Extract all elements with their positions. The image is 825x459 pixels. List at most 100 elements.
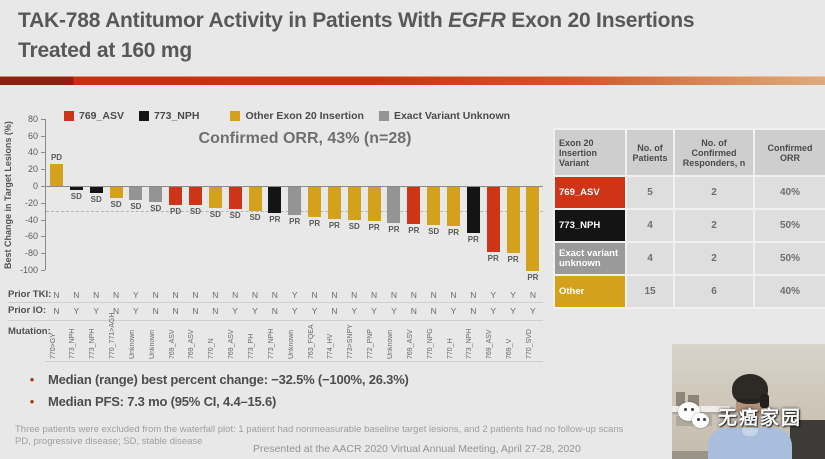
waterfall-bar	[89, 187, 103, 193]
response-label: SD	[428, 226, 440, 236]
variant-cell: 773_NPH	[555, 210, 625, 241]
prior-tki-value: Y	[490, 290, 497, 300]
variant-summary-table: Exon 20 Insertion Variant No. of Patient…	[553, 128, 825, 309]
prior-tki-value: N	[450, 290, 457, 300]
response-label: PR	[289, 216, 301, 226]
webcam-video: 无癌家园	[672, 344, 825, 459]
desk	[672, 451, 714, 459]
y-tick-mark	[41, 135, 45, 137]
prior-io-value: Y	[252, 306, 258, 316]
prior-io-value: N	[212, 306, 219, 316]
legend-label: 769_ASV	[79, 110, 124, 122]
response-label: SD	[130, 201, 142, 211]
prior-tki-value: N	[430, 290, 437, 300]
title-divider-gradient	[0, 76, 825, 85]
mutation-label: 773_NPH	[466, 328, 474, 359]
mutation-label: 769_ASV	[406, 329, 414, 359]
table-header-responders: No. of Confirmed Responders, n	[675, 130, 753, 175]
page-title: TAK-788 Antitumor Activity in Patients W…	[18, 6, 738, 66]
waterfall-bar	[308, 187, 322, 218]
prior-io-value: Y	[93, 306, 100, 316]
bubble-eye	[691, 408, 694, 411]
legend-swatch-other	[230, 111, 241, 121]
prior-io-value: N	[172, 306, 179, 316]
prior-tki-value: N	[232, 290, 239, 300]
response-label: PR	[487, 253, 499, 263]
mutation-row-label: Mutation:	[8, 326, 51, 337]
prior-tki-value: Y	[510, 290, 516, 300]
y-tick-label: -20	[24, 197, 38, 208]
prior-io-value: N	[112, 306, 120, 316]
legend-item-unknown: Exact Variant Unknown	[378, 110, 510, 122]
bullet-dot: •	[29, 372, 35, 387]
mutation-label: 773_NPH	[89, 328, 97, 359]
waterfall-bar	[50, 163, 63, 186]
y-tick-label: -40	[24, 214, 38, 225]
prior-io-value: Y	[490, 306, 497, 316]
prior-tki-value: N	[192, 290, 199, 300]
prior-tki-value: Y	[133, 290, 139, 300]
mutation-label: 769_V	[506, 338, 514, 359]
prior-io-value: N	[271, 306, 278, 316]
y-tick-label: 60	[27, 130, 38, 141]
response-label: PR	[368, 222, 380, 232]
response-label: SD	[110, 199, 122, 209]
y-tick-mark	[41, 118, 45, 120]
response-label: PD	[170, 206, 182, 216]
table-cell: 50%	[755, 210, 825, 241]
table-cell: 50%	[755, 243, 825, 274]
bullet-dot: •	[29, 394, 35, 409]
mutation-label: 769_ASV	[486, 329, 494, 359]
median-change-text: Median (range) best percent change: −32.…	[48, 372, 409, 387]
footnote-line-1: Three patients were excluded from the wa…	[15, 424, 624, 435]
prior-io-value: N	[331, 306, 338, 316]
mutation-label: 773_PH	[248, 333, 255, 359]
waterfall-bar	[327, 187, 341, 219]
picture-frame	[688, 395, 699, 406]
legend-swatch-unknown	[378, 111, 389, 121]
y-tick-mark	[41, 186, 45, 187]
bubble-eye	[697, 418, 700, 421]
response-label: PR	[308, 219, 321, 229]
prior-tki-value: N	[311, 290, 318, 300]
chart-legend: 769_ASV 773_NPH Other Exon 20 Insertion …	[64, 110, 525, 122]
waterfall-bar	[149, 187, 163, 203]
variant-cell: Other	[555, 276, 625, 307]
prior-io-value: N	[430, 306, 437, 316]
mutation-label: 770_SVD	[525, 329, 533, 359]
prior-tki-value: Y	[291, 290, 298, 300]
mutation-label: Unknown	[287, 329, 295, 359]
mutation-label: 770>GY	[49, 333, 57, 359]
key-results: • Median (range) best percent change: −3…	[16, 372, 409, 416]
legend-item-769asv: 769_ASV	[64, 110, 124, 122]
table-cell: 4	[627, 210, 673, 241]
prior-tki-value: N	[351, 290, 358, 300]
waterfall-bar	[288, 187, 302, 215]
mutation-label: 773_NPH	[267, 328, 275, 359]
zero-baseline	[45, 186, 543, 187]
mutation-label: 773_NPH	[69, 328, 77, 359]
prior-io-value: Y	[351, 306, 358, 316]
prior-io-value: Y	[73, 306, 80, 316]
response-label: PD	[50, 152, 63, 162]
shelf	[672, 406, 730, 412]
mutation-label: 773>SNPY	[347, 324, 355, 359]
waterfall-bar	[407, 187, 421, 224]
chat-bubbles-icon	[678, 400, 712, 432]
prior-tki-value: N	[53, 290, 60, 300]
waterfall-bar	[69, 187, 83, 190]
prior-io-value: N	[410, 306, 417, 316]
prior-tki-value: N	[172, 290, 179, 300]
table-cell: 5	[627, 177, 673, 208]
waterfall-bar	[466, 187, 480, 234]
prior-io-value: Y	[391, 306, 397, 316]
prior-tki-value: N	[390, 290, 397, 300]
mutation-row-underline	[45, 361, 543, 362]
mutation-label: Unknown	[128, 329, 136, 359]
chair	[790, 420, 825, 459]
table-cell: 2	[675, 210, 753, 241]
waterfall-bar	[228, 187, 242, 209]
y-tick-label: 0	[32, 181, 38, 191]
shirt-collar	[742, 428, 758, 436]
